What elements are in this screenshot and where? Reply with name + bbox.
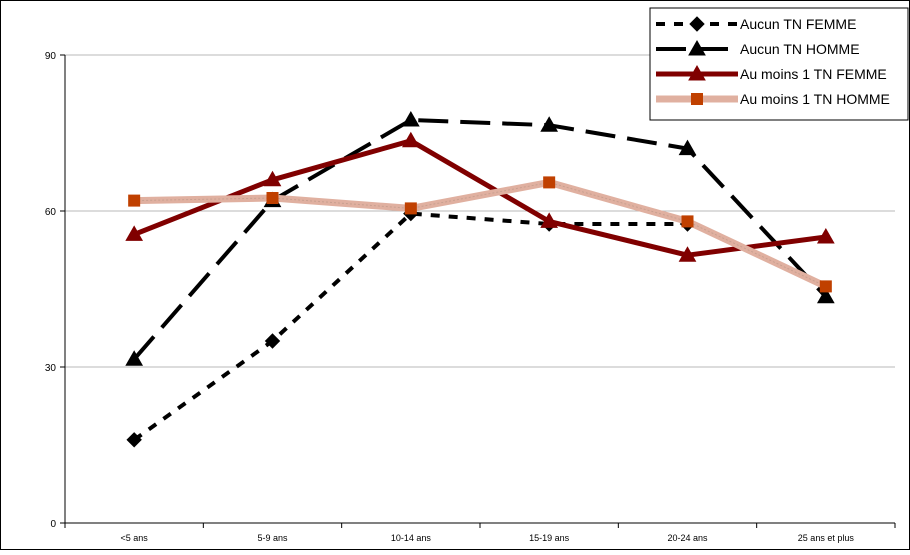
x-tick-label: 5-9 ans [257,533,288,543]
series-line [133,138,827,258]
x-tick-label: 20-24 ans [667,533,708,543]
y-tick-label: 90 [45,51,57,62]
data-point [816,287,835,304]
legend-swatch-marker [689,16,705,32]
data-point [681,215,694,228]
data-point [540,116,559,132]
x-tick-label: <5 ans [121,533,149,543]
legend-label: Au moins 1 TN FEMME [740,66,887,82]
data-point [819,280,832,293]
legend-swatch-marker [688,39,706,56]
y-tick-label: 0 [50,519,56,530]
x-tick-label: 25 ans et plus [798,533,855,543]
data-point [816,227,835,244]
series-au-moins-1-tn-femme [125,131,835,262]
legend-label: Aucun TN HOMME [740,41,860,57]
y-tick-label: 30 [45,363,57,374]
legend-label: Au moins 1 TN HOMME [740,91,890,107]
data-point [126,432,142,448]
data-point [678,139,697,156]
data-point [125,350,144,366]
data-point [125,225,144,241]
series-line [134,178,828,290]
series-layer [125,110,835,448]
legend-label: Aucun TN FEMME [740,16,856,32]
legend-swatch-marker [691,93,703,105]
data-point [264,333,281,349]
data-point [678,246,697,262]
data-point [540,212,559,228]
data-point [401,131,420,148]
data-point [263,170,282,187]
legend-swatch-marker [688,64,706,81]
axis-layer: 0 30 60 90 <5 ans 5-9 ans 10-14 ans 15-19 ans 20… [45,51,896,543]
data-point [266,192,279,204]
series-line [133,211,688,442]
legend: Aucun TN FEMME Aucun TN HOMME Au moins 1 T… [649,7,909,121]
y-tick-label: 60 [45,207,57,218]
data-point [543,176,556,189]
x-tick-label: 15-19 ans [529,533,570,543]
series-au-moins-1-tn-homme [128,176,832,293]
series-line [132,118,828,361]
data-point [401,110,420,127]
x-tick-label: 10-14 ans [391,533,432,543]
data-point [128,194,141,207]
data-point [404,202,417,215]
